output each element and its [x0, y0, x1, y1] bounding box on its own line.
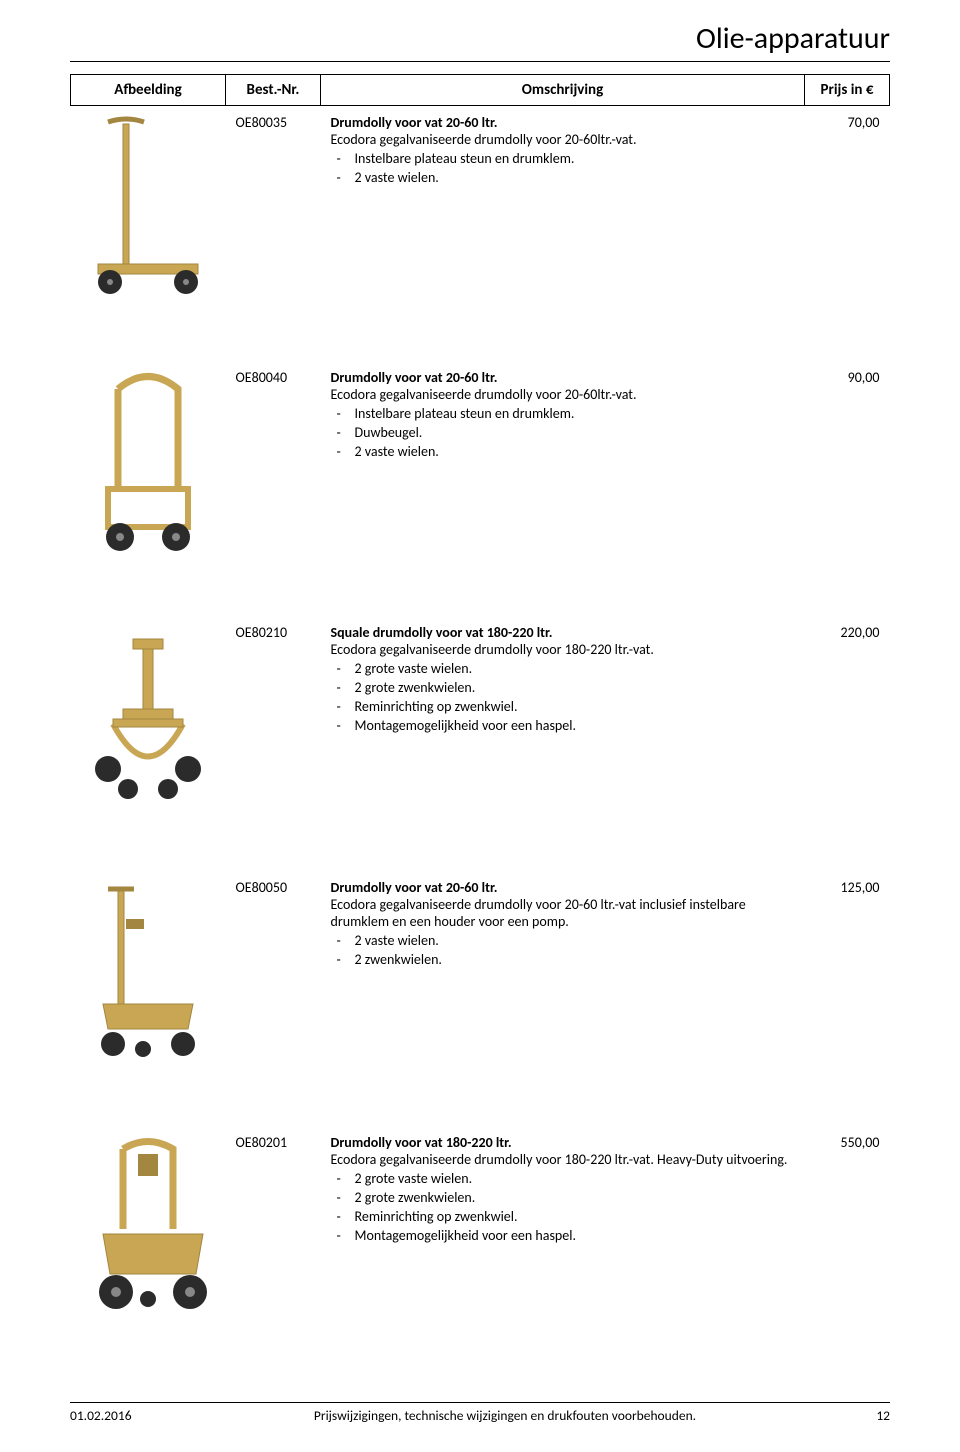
product-subtitle: Ecodora gegalvaniseerde drumdolly voor 1… — [331, 1151, 795, 1168]
product-price: 220,00 — [805, 616, 890, 821]
row-separator — [71, 311, 890, 361]
product-bullet: 2 grote zwenkwielen. — [355, 679, 795, 698]
product-subtitle: Ecodora gegalvaniseerde drumdolly voor 1… — [331, 641, 795, 658]
product-bullets: 2 grote vaste wielen.2 grote zwenkwielen… — [331, 660, 795, 736]
product-image — [71, 361, 226, 566]
product-image — [71, 106, 226, 312]
table-row: OE80050Drumdolly voor vat 20-60 ltr.Ecod… — [71, 871, 890, 1076]
product-image — [71, 871, 226, 1076]
product-bullet: 2 grote vaste wielen. — [355, 660, 795, 679]
product-bullets: Instelbare plateau steun en drumklem.Duw… — [331, 405, 795, 462]
product-description: Drumdolly voor vat 20-60 ltr.Ecodora geg… — [321, 106, 805, 312]
table-row: OE80210Squale drumdolly voor vat 180-220… — [71, 616, 890, 821]
product-bullet: Duwbeugel. — [355, 424, 795, 443]
product-image — [71, 616, 226, 821]
product-price: 125,00 — [805, 871, 890, 1076]
product-bullet: Montagemogelijkheid voor een haspel. — [355, 1227, 795, 1246]
catalog-table: Afbeelding Best.-Nr. Omschrijving Prijs … — [70, 74, 890, 1331]
product-bullet: Instelbare plateau steun en drumklem. — [355, 150, 795, 169]
product-description: Drumdolly voor vat 20-60 ltr.Ecodora geg… — [321, 871, 805, 1076]
footer-page-nr: 12 — [840, 1407, 890, 1424]
product-price: 90,00 — [805, 361, 890, 566]
header-nr: Best.-Nr. — [226, 75, 321, 106]
product-title: Drumdolly voor vat 20-60 ltr. — [331, 369, 795, 386]
table-header-row: Afbeelding Best.-Nr. Omschrijving Prijs … — [71, 75, 890, 106]
product-bullet: Montagemogelijkheid voor een haspel. — [355, 717, 795, 736]
product-subtitle: Ecodora gegalvaniseerde drumdolly voor 2… — [331, 386, 795, 403]
product-bullet: 2 vaste wielen. — [355, 443, 795, 462]
product-title: Squale drumdolly voor vat 180-220 ltr. — [331, 624, 795, 641]
table-row: OE80201Drumdolly voor vat 180-220 ltr.Ec… — [71, 1126, 890, 1331]
page-title: Olie-apparatuur — [70, 20, 890, 57]
row-separator — [71, 1076, 890, 1126]
product-price: 70,00 — [805, 106, 890, 312]
footer-text: Prijswijzigingen, technische wijzigingen… — [170, 1407, 840, 1424]
product-bullet: 2 vaste wielen. — [355, 932, 795, 951]
product-image — [71, 1126, 226, 1331]
header-image: Afbeelding — [71, 75, 226, 106]
table-row: OE80035Drumdolly voor vat 20-60 ltr.Ecod… — [71, 106, 890, 312]
product-subtitle: Ecodora gegalvaniseerde drumdolly voor 2… — [331, 896, 795, 930]
product-bullet: 2 vaste wielen. — [355, 169, 795, 188]
row-separator — [71, 821, 890, 871]
product-description: Drumdolly voor vat 180-220 ltr.Ecodora g… — [321, 1126, 805, 1331]
table-row: OE80040Drumdolly voor vat 20-60 ltr.Ecod… — [71, 361, 890, 566]
product-nr: OE80210 — [226, 616, 321, 821]
product-title: Drumdolly voor vat 20-60 ltr. — [331, 114, 795, 131]
product-bullet: 2 zwenkwielen. — [355, 951, 795, 970]
product-title: Drumdolly voor vat 180-220 ltr. — [331, 1134, 795, 1151]
product-title: Drumdolly voor vat 20-60 ltr. — [331, 879, 795, 896]
product-bullets: 2 vaste wielen.2 zwenkwielen. — [331, 932, 795, 970]
product-nr: OE80040 — [226, 361, 321, 566]
product-nr: OE80201 — [226, 1126, 321, 1331]
product-bullet: 2 grote zwenkwielen. — [355, 1189, 795, 1208]
row-separator — [71, 566, 890, 616]
product-bullet: Reminrichting op zwenkwiel. — [355, 1208, 795, 1227]
product-nr: OE80050 — [226, 871, 321, 1076]
product-bullets: Instelbare plateau steun en drumklem.2 v… — [331, 150, 795, 188]
footer-rule — [70, 1402, 890, 1403]
product-bullet: Instelbare plateau steun en drumklem. — [355, 405, 795, 424]
header-price: Prijs in € — [805, 75, 890, 106]
product-nr: OE80035 — [226, 106, 321, 312]
page-footer: 01.02.2016 Prijswijzigingen, technische … — [70, 1402, 890, 1424]
footer-date: 01.02.2016 — [70, 1407, 170, 1424]
product-bullets: 2 grote vaste wielen.2 grote zwenkwielen… — [331, 1170, 795, 1246]
product-bullet: 2 grote vaste wielen. — [355, 1170, 795, 1189]
product-bullet: Reminrichting op zwenkwiel. — [355, 698, 795, 717]
product-price: 550,00 — [805, 1126, 890, 1331]
product-description: Squale drumdolly voor vat 180-220 ltr.Ec… — [321, 616, 805, 821]
product-description: Drumdolly voor vat 20-60 ltr.Ecodora geg… — [321, 361, 805, 566]
header-desc: Omschrijving — [321, 75, 805, 106]
header-rule — [70, 61, 890, 62]
product-subtitle: Ecodora gegalvaniseerde drumdolly voor 2… — [331, 131, 795, 148]
